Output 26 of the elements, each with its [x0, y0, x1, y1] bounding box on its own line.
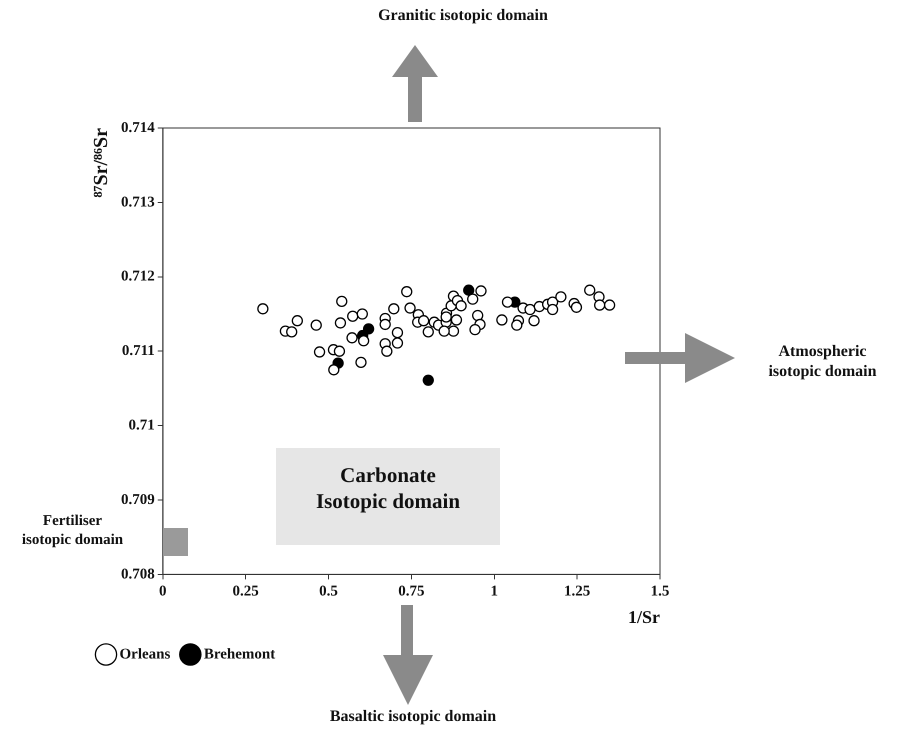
x-tick-label: 1.5: [650, 583, 670, 600]
text: Granitic isotopic domain: [377, 6, 549, 26]
x-tick-label: 1.25: [564, 583, 590, 600]
y-tick-label: 0.714: [121, 120, 156, 136]
text: Basaltic isotopic domain: [328, 707, 498, 727]
y-tick-label: 0.709: [121, 492, 155, 508]
text: Fertiliser isotopic domain: [20, 512, 124, 550]
point: [422, 374, 434, 386]
point: [463, 284, 474, 296]
text: Atmospheric isotopic domain: [767, 342, 878, 382]
legend-label: Brehemont: [204, 646, 276, 662]
x-tick-label: 0: [159, 583, 166, 600]
y-tick-label: 0.712: [121, 268, 155, 285]
y-tick-label: 0.711: [122, 343, 155, 360]
point: [362, 323, 374, 335]
y-axis-title: ⁸⁷Sr/⁸⁶Sr: [90, 128, 112, 198]
x-tick-label: 1: [490, 583, 498, 600]
y-tick-label: 0.713: [121, 194, 155, 210]
annotation: Carbonate Isotopic domain: [314, 462, 462, 514]
x-axis-title: 1/Sr: [628, 606, 660, 627]
legend-label: Orleans: [120, 646, 170, 662]
x-tick-label: 0.75: [398, 583, 424, 600]
y-tick-label: 0.708: [121, 566, 155, 582]
y-tick-label: 0.71: [128, 417, 155, 434]
x-tick-label: 0.25: [232, 583, 259, 600]
x-tick-label: 0.5: [319, 583, 338, 600]
